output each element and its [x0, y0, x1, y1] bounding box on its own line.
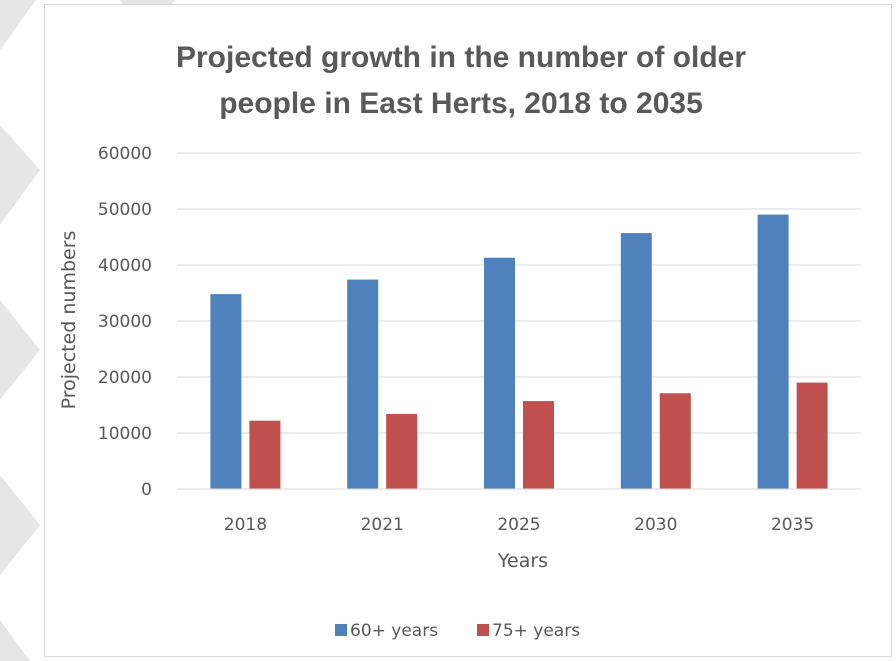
bar-75-years-2018 [249, 420, 281, 489]
x-axis-tick-labels: 2018 2021 2025 2030 2035 [224, 515, 814, 535]
bar-60-years-2018 [210, 294, 242, 489]
legend-label: 75+ years [492, 621, 580, 641]
x-tick-label: 2018 [224, 515, 267, 535]
bar-60-years-2035 [757, 214, 789, 489]
y-tick-label: 0 [141, 480, 152, 500]
x-tick-label: 2021 [361, 515, 404, 535]
legend: 60+ years 75+ years [335, 621, 580, 641]
bar-60-years-2030 [620, 233, 652, 489]
bar-chart: Projected growth in the number of older … [58, 41, 861, 641]
y-tick-label: 10000 [98, 424, 152, 444]
bar-75-years-2030 [659, 393, 691, 489]
bars [210, 214, 828, 489]
x-axis-title: Years [497, 550, 548, 572]
bar-75-years-2021 [386, 413, 418, 489]
chart-title-line-2: people in East Herts, 2018 to 2035 [219, 87, 703, 120]
legend-label: 60+ years [350, 621, 438, 641]
y-tick-label: 30000 [98, 312, 152, 332]
bar-75-years-2025 [523, 401, 554, 489]
y-tick-label: 40000 [98, 256, 152, 276]
gridlines [177, 152, 861, 434]
bar-60-years-2025 [484, 257, 515, 489]
y-tick-label: 20000 [98, 368, 152, 388]
legend-swatch [335, 624, 347, 636]
chart-title-line-1: Projected growth in the number of older [176, 41, 746, 74]
bar-60-years-2021 [347, 279, 379, 489]
x-tick-label: 2035 [771, 515, 814, 535]
x-tick-label: 2025 [497, 515, 540, 535]
y-tick-label: 50000 [98, 200, 152, 220]
chart-area: Projected growth in the number of older … [44, 4, 892, 657]
y-axis-title: Projected numbers [58, 231, 80, 410]
legend-swatch [477, 624, 489, 636]
y-axis-tick-labels: 0 10000 20000 30000 40000 50000 60000 [98, 144, 152, 500]
x-tick-label: 2030 [634, 515, 677, 535]
bar-75-years-2035 [796, 382, 828, 489]
y-tick-label: 60000 [98, 144, 152, 164]
